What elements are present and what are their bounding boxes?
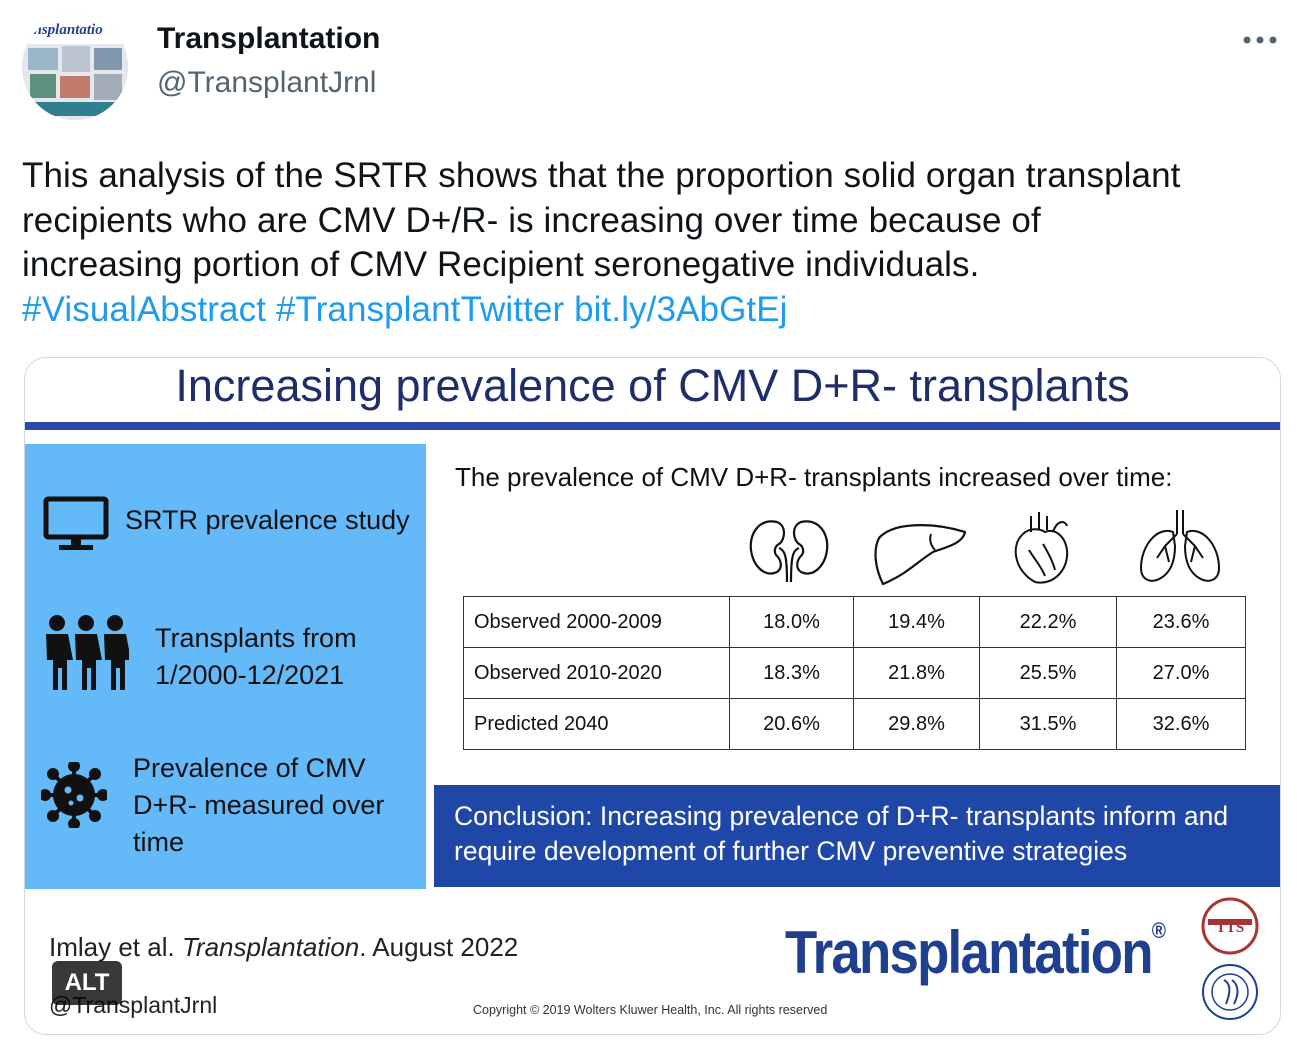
- hashtag-transplanttwitter[interactable]: #TransplantTwitter: [275, 289, 565, 329]
- liver-value: 29.8%: [853, 698, 980, 750]
- copyright-text: Copyright © 2019 Wolters Kluwer Health, …: [473, 1003, 828, 1017]
- prevalence-heading: The prevalence of CMV D+R- transplants i…: [455, 462, 1173, 492]
- date-range-line1: Transplants from: [155, 623, 357, 653]
- more-options-button[interactable]: [1238, 22, 1282, 58]
- kidney-value: 20.6%: [729, 698, 854, 750]
- citation-authors: Imlay et al.: [49, 932, 175, 962]
- monitor-icon: [43, 496, 109, 550]
- heart-icon: [1014, 512, 1069, 584]
- alt-text-button[interactable]: ALT: [52, 961, 122, 1005]
- lung-value: 27.0%: [1116, 647, 1246, 699]
- measure-line3: time: [133, 827, 185, 857]
- heart-value: 22.2%: [979, 596, 1117, 648]
- ellipsis-icon: [1243, 36, 1277, 44]
- heart-value: 25.5%: [979, 647, 1117, 699]
- liver-value: 19.4%: [853, 596, 980, 648]
- table-row: Observed 2010-2020 18.3% 21.8% 25.5% 27.…: [463, 647, 1246, 699]
- abstract-title: Increasing prevalence of CMV D+R- transp…: [175, 360, 1130, 411]
- liver-value: 21.8%: [853, 647, 980, 699]
- citation: Imlay et al. Transplantation. August 202…: [49, 932, 518, 963]
- kidney-icon: [749, 520, 829, 583]
- virus-icon: [41, 762, 107, 828]
- journal-logo: Transplantation®: [785, 918, 1166, 987]
- row-label: Observed 2000-2009: [463, 596, 730, 648]
- society-crest-icon: [1202, 964, 1258, 1020]
- conclusion-box: Conclusion: Increasing prevalence of D+R…: [434, 785, 1280, 887]
- author-name[interactable]: Transplantation: [157, 22, 381, 55]
- tweet-link[interactable]: bit.ly/3AbGtEj: [574, 289, 788, 329]
- liver-icon: [874, 524, 967, 586]
- society-seal-icon: TTS: [1201, 897, 1259, 955]
- conclusion-line1: Conclusion: Increasing prevalence of D+R…: [454, 801, 1229, 831]
- hashtag-visualabstract[interactable]: #VisualAbstract: [22, 289, 267, 329]
- journal-cover-icon: ansplantatio: [22, 14, 128, 120]
- author-handle[interactable]: @TransplantJrnl: [157, 66, 377, 99]
- heart-value: 31.5%: [979, 698, 1117, 750]
- people-icon: [46, 615, 129, 690]
- citation-date: . August 2022: [359, 932, 519, 962]
- kidney-value: 18.3%: [729, 647, 854, 699]
- avatar[interactable]: ansplantatio: [22, 14, 128, 120]
- conclusion-line2: require development of further CMV preve…: [454, 836, 1128, 866]
- table-row: Observed 2000-2009 18.0% 19.4% 22.2% 23.…: [463, 596, 1246, 648]
- row-label: Predicted 2040: [463, 698, 730, 750]
- table-row: Predicted 2040 20.6% 29.8% 31.5% 32.6%: [463, 698, 1246, 750]
- tweet-text: This analysis of the SRTR shows that the…: [22, 154, 1182, 332]
- measure-line1: Prevalence of CMV: [133, 753, 366, 783]
- lung-value: 32.6%: [1116, 698, 1246, 750]
- avatar-text: ansplantatio: [26, 22, 103, 38]
- row-label: Observed 2010-2020: [463, 647, 730, 699]
- date-range-line2: 1/2000-12/2021: [155, 660, 345, 690]
- measure-line2: D+R- measured over: [133, 790, 385, 820]
- kidney-value: 18.0%: [729, 596, 854, 648]
- media-image[interactable]: Increasing prevalence of CMV D+R- transp…: [24, 357, 1281, 1035]
- citation-journal: Transplantation: [181, 932, 360, 962]
- registered-mark: ®: [1151, 918, 1166, 943]
- date-range-text: Transplants from 1/2000-12/2021: [155, 620, 357, 694]
- tweet-body: This analysis of the SRTR shows that the…: [22, 156, 1181, 284]
- title-divider: [25, 422, 1280, 430]
- journal-logo-text: Transplantation: [785, 919, 1153, 986]
- lung-value: 23.6%: [1116, 596, 1246, 648]
- lung-icon: [1139, 510, 1221, 582]
- society-seal-text: TTS: [1216, 920, 1244, 936]
- prevalence-table: Observed 2000-2009 18.0% 19.4% 22.2% 23.…: [463, 596, 1246, 750]
- study-type-text: SRTR prevalence study: [125, 505, 410, 535]
- left-panel: SRTR prevalence study Transplants from 1…: [25, 444, 426, 889]
- measure-text: Prevalence of CMV D+R- measured over tim…: [133, 750, 384, 861]
